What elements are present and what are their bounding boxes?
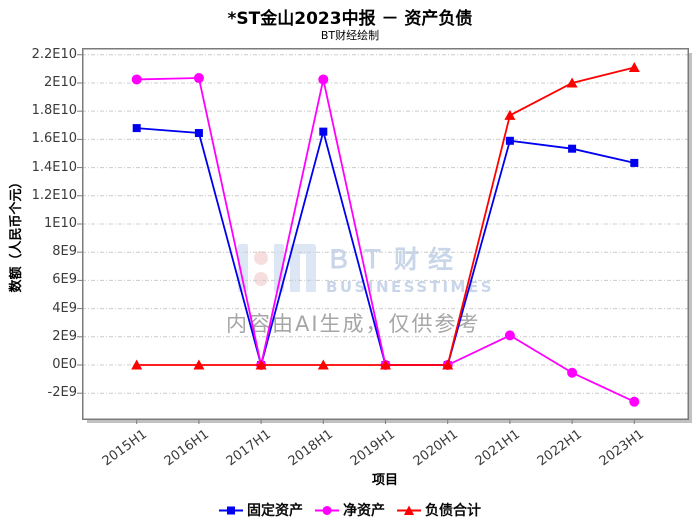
data-point-triangle-2023H1 — [628, 61, 640, 72]
data-point-triangle-2022H1 — [566, 77, 578, 88]
data-point-triangle-2018H1 — [317, 359, 329, 370]
legend-square-icon — [219, 506, 243, 514]
legend-item-triangle: 负债合计 — [397, 500, 481, 520]
plot-area — [77, 48, 689, 424]
logo-dots-icon — [254, 250, 268, 286]
x-tick-label: 2019H1 — [348, 427, 399, 470]
y-tick-label: 2E10 — [43, 74, 77, 90]
y-tick-label: 1E10 — [43, 215, 77, 231]
logo-arch-icon — [290, 244, 316, 292]
y-tick-label: 1.8E10 — [31, 103, 77, 119]
series-line-triangle — [136, 66, 635, 366]
data-point-triangle-2015H1 — [131, 359, 143, 370]
data-point-triangle-2017H1 — [255, 359, 267, 370]
data-point-triangle-2016H1 — [193, 359, 205, 370]
legend-label: 固定资产 — [247, 503, 303, 519]
data-point-square-2018H1 — [319, 127, 328, 136]
x-axis-label: 项目 — [371, 473, 399, 488]
y-tick-label: 1.6E10 — [31, 131, 77, 147]
x-tick-label: 2017H1 — [223, 427, 274, 470]
bt-logo-icon — [238, 243, 316, 293]
logo-bar-icon — [238, 244, 248, 292]
x-tick-label: 2016H1 — [161, 427, 212, 470]
watermark-brand-cn: ＢＴ财经 — [326, 245, 463, 274]
chart-title: *ST金山2023中报 － 资产负债 — [227, 9, 473, 29]
data-point-circle-2021H1 — [504, 330, 515, 341]
data-point-square-2015H1 — [132, 124, 141, 133]
legend-item-square: 固定资产 — [219, 500, 303, 520]
series-line-square — [136, 127, 635, 369]
y-tick-label: 1.4E10 — [31, 159, 77, 175]
chart-subtitle: BT财经绘制 — [320, 29, 380, 42]
data-point-square-2022H1 — [568, 144, 577, 153]
data-point-square-2016H1 — [194, 129, 203, 138]
legend-label: 负债合计 — [425, 503, 481, 519]
y-tick-label: 6E9 — [52, 272, 77, 288]
y-tick-label: -2E9 — [47, 385, 77, 401]
y-tick-label: 2.2E10 — [31, 46, 77, 62]
y-tick-label: 8E9 — [52, 244, 77, 260]
legend: 固定资产 净资产 负债合计 — [0, 501, 700, 519]
x-tick-label: 2015H1 — [99, 427, 150, 470]
data-point-triangle-2021H1 — [504, 109, 516, 120]
series-line-circle — [136, 77, 635, 403]
legend-label: 净资产 — [343, 503, 385, 519]
data-point-triangle-2020H1 — [442, 359, 454, 370]
legend-circle-icon — [315, 505, 339, 515]
x-tick-label: 2020H1 — [410, 427, 461, 470]
x-tick-label: 2021H1 — [472, 427, 523, 470]
plot-border — [82, 48, 689, 420]
data-point-circle-2018H1 — [318, 74, 329, 85]
y-tick-label: 2E9 — [52, 328, 77, 344]
x-tick-label: 2023H1 — [596, 427, 648, 470]
data-point-circle-2022H1 — [567, 367, 578, 378]
legend-item-circle: 净资产 — [315, 500, 385, 520]
x-tick-label: 2018H1 — [285, 427, 337, 470]
data-point-triangle-2019H1 — [380, 359, 391, 370]
data-point-circle-2015H1 — [131, 74, 142, 85]
y-tick-label: 1.2E10 — [31, 187, 77, 203]
logo-bar-icon — [274, 244, 284, 292]
x-tick-label: 2022H1 — [534, 427, 585, 470]
legend-triangle-icon — [397, 505, 421, 515]
plot-canvas — [77, 48, 689, 424]
data-point-circle-2023H1 — [629, 396, 640, 407]
data-point-square-2021H1 — [505, 136, 514, 145]
data-point-circle-2016H1 — [193, 73, 204, 84]
y-tick-label: 4E9 — [52, 300, 77, 316]
y-tick-label: 0E0 — [52, 357, 77, 372]
data-point-square-2023H1 — [630, 158, 639, 167]
